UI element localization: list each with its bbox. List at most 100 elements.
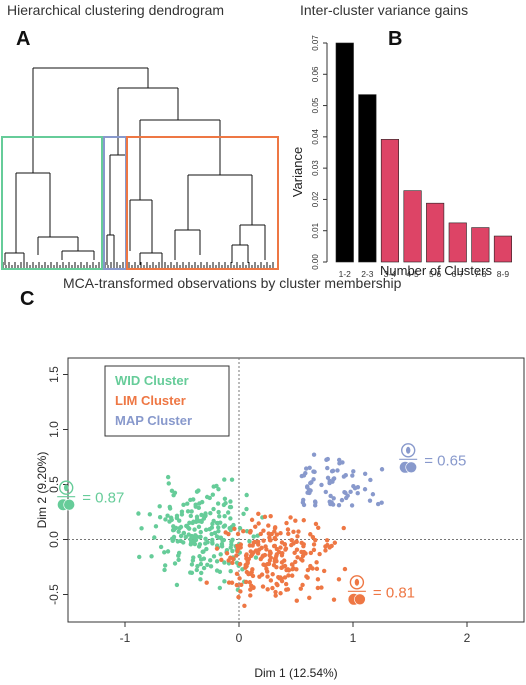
scatter-point (286, 568, 292, 573)
scatter-point (165, 513, 170, 518)
scatter-point (256, 511, 261, 517)
scatter-point (237, 526, 243, 531)
scatter-point (253, 524, 258, 529)
scatter-point (316, 525, 321, 531)
scatter-point (313, 521, 319, 527)
scatter-point (248, 528, 253, 534)
scatter-point (271, 563, 277, 568)
scatter-point (331, 476, 336, 482)
scatter-point (230, 537, 235, 542)
scatter-point (335, 468, 340, 473)
scatter-point (290, 573, 295, 578)
scatter-point (167, 504, 172, 510)
scatter-point (294, 567, 299, 572)
scatter-point (211, 506, 216, 512)
scatter-point (205, 562, 210, 567)
scatter-point (355, 491, 360, 496)
scatter-point (245, 560, 250, 566)
scatter-point (308, 550, 314, 556)
scatter-point (265, 574, 270, 579)
scatter-point (294, 539, 299, 545)
variance-bar (471, 227, 490, 263)
scatter-point (191, 539, 197, 545)
scatter-point (244, 552, 249, 557)
scatter-point (183, 534, 188, 540)
scatter-point (253, 555, 259, 560)
scatter-point (278, 591, 283, 596)
scatter-point (274, 546, 280, 552)
scatter-point (324, 457, 329, 462)
scatter-point (218, 552, 223, 557)
scatter-point (292, 550, 297, 556)
scatter-point (230, 556, 236, 562)
variance-ytick-label: 0.03 (311, 160, 320, 176)
scatter-point (295, 555, 300, 560)
scatter-point (275, 582, 280, 588)
scatter-point (280, 550, 285, 556)
scatter-point (191, 555, 196, 560)
scatter-point (176, 557, 181, 563)
scatter-point (328, 493, 333, 499)
scatter-point (197, 542, 203, 547)
scatter-point (203, 541, 208, 546)
scatter-point (313, 537, 318, 543)
scatter-point (348, 489, 353, 495)
cluster-quality-value: = 0.87 (82, 490, 124, 507)
scatter-point (196, 488, 201, 493)
scatter-point (285, 527, 291, 532)
scatter-point (181, 530, 187, 536)
scatter-point (174, 582, 180, 588)
scatter-point (215, 501, 221, 506)
scatter-point (272, 535, 277, 541)
scatter-point (247, 539, 252, 544)
scatter-point (239, 582, 244, 588)
scatter-xtick-label: 0 (236, 631, 243, 645)
scatter-point (185, 501, 190, 506)
scatter-point (232, 526, 237, 532)
scatter-point (210, 521, 215, 527)
scatter-point (137, 554, 142, 560)
variance-ytick-label: 0.05 (311, 97, 320, 113)
scatter-point (299, 473, 305, 479)
scatter-point (268, 538, 273, 543)
scatter-point (199, 518, 204, 524)
variance-xtick-label: 7-8 (474, 269, 487, 279)
scatter-point (296, 529, 301, 534)
scatter-point (323, 548, 328, 553)
scatter-point (286, 573, 291, 578)
scatter-point (238, 589, 243, 594)
scatter-point (172, 561, 178, 566)
scatter-point (241, 529, 246, 534)
scatter-point (319, 482, 324, 488)
scatter-point (279, 540, 285, 545)
scatter-point (337, 457, 342, 463)
scatter-point (203, 511, 208, 516)
scatter-point (273, 593, 278, 598)
scatter-point (273, 589, 278, 595)
variance-bar (448, 222, 467, 263)
scatter-point (189, 509, 194, 514)
scatter-point (298, 586, 303, 591)
scatter-point (259, 545, 264, 551)
scatter-point (315, 585, 321, 591)
scatter-point (349, 503, 355, 508)
scatter-point (293, 518, 298, 523)
scatter-point (204, 494, 210, 500)
scatter-point (165, 474, 171, 480)
variance-bar (493, 235, 512, 263)
variance-bar (358, 94, 377, 263)
scatter-point (311, 477, 316, 482)
scatter-point (257, 574, 262, 579)
scatter-point (210, 537, 215, 543)
variance-xlabel: Number of Clusters (380, 263, 492, 278)
scatter-point (157, 504, 162, 509)
scatter-point (261, 528, 266, 533)
scatter-point (262, 552, 268, 558)
scatter-point (198, 561, 204, 567)
lim-cluster-box (126, 136, 279, 270)
scatter-point (172, 490, 178, 496)
scatter-xtick-label: 2 (464, 631, 471, 645)
scatter-point (207, 527, 212, 532)
variance-xtick-label: 4-5 (406, 269, 419, 279)
scatter-point (222, 514, 227, 519)
